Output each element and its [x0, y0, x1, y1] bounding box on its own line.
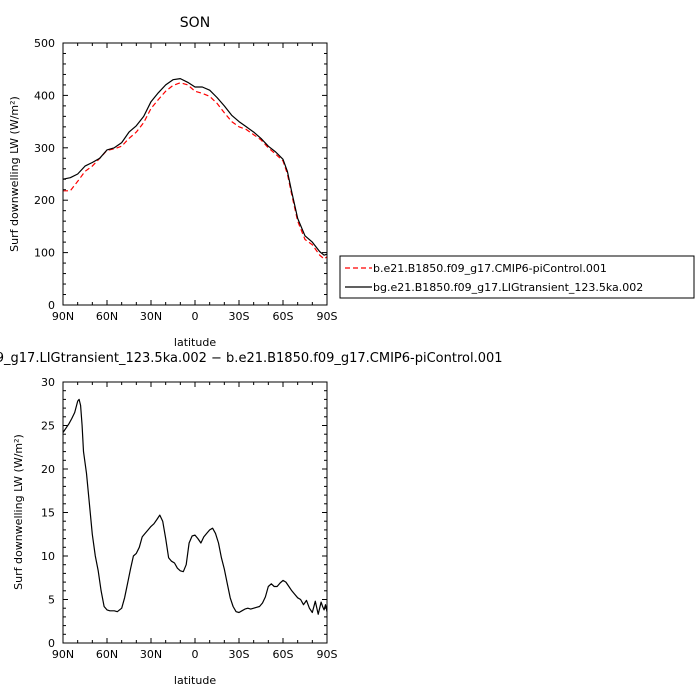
- legend-box: [339, 255, 695, 299]
- x-tick-label: 0: [192, 648, 199, 661]
- y-tick-label: 200: [34, 194, 55, 207]
- x-tick-label: 90N: [52, 648, 74, 661]
- x-tick-label: 90S: [317, 310, 338, 323]
- y-tick-label: 30: [41, 376, 55, 389]
- legend: b.e21.B1850.f09_g17.CMIP6-piControl.001b…: [339, 255, 695, 299]
- y-tick-label: 25: [41, 420, 55, 433]
- x-tick-label: 30S: [229, 310, 250, 323]
- series-line: [63, 82, 328, 260]
- y-tick-label: 100: [34, 247, 55, 260]
- x-tick-label: 30N: [140, 310, 162, 323]
- panel-son-means: SON 90N 60N 30N 0 30S 60S 90S0100200300400500 …: [8, 15, 695, 349]
- y-tick-label: 0: [48, 299, 55, 312]
- x-axis-label: latitude: [174, 336, 216, 349]
- y-axis-label: Surf downwelling LW (W/m²): [12, 434, 25, 590]
- y-axis-label: Surf downwelling LW (W/m²): [8, 96, 21, 252]
- x-tick-label: 60S: [273, 310, 294, 323]
- x-tick-label: 30S: [229, 648, 250, 661]
- y-tick-label: 0: [48, 637, 55, 650]
- x-tick-label: 60S: [273, 648, 294, 661]
- y-tick-label: 400: [34, 89, 55, 102]
- panel-difference: bg.e21.B1850.f09_g17.LIGtransient_123.5k…: [0, 351, 503, 687]
- x-axis-label: latitude: [174, 674, 216, 687]
- x-tick-label: 0: [192, 310, 199, 323]
- chart-title: bg.e21.B1850.f09_g17.LIGtransient_123.5k…: [0, 351, 503, 366]
- series-line: [62, 77, 328, 256]
- y-tick-label: 500: [34, 37, 55, 50]
- y-tick-label: 20: [41, 463, 55, 476]
- y-tick-label: 5: [48, 594, 55, 607]
- chart-title: SON: [180, 15, 210, 31]
- x-tick-label: 30N: [140, 648, 162, 661]
- x-tick-label: 90N: [52, 310, 74, 323]
- series-line: [62, 398, 328, 615]
- x-tick-label: 60N: [96, 310, 118, 323]
- y-tick-label: 15: [41, 507, 55, 520]
- legend-label: bg.e21.B1850.f09_g17.LIGtransient_123.5k…: [373, 281, 643, 294]
- y-tick-label: 300: [34, 142, 55, 155]
- plot-frame: [62, 381, 328, 644]
- legend-label: b.e21.B1850.f09_g17.CMIP6-piControl.001: [373, 262, 607, 275]
- x-tick-label: 60N: [96, 648, 118, 661]
- y-tick-label: 10: [41, 550, 55, 563]
- x-tick-label: 90S: [317, 648, 338, 661]
